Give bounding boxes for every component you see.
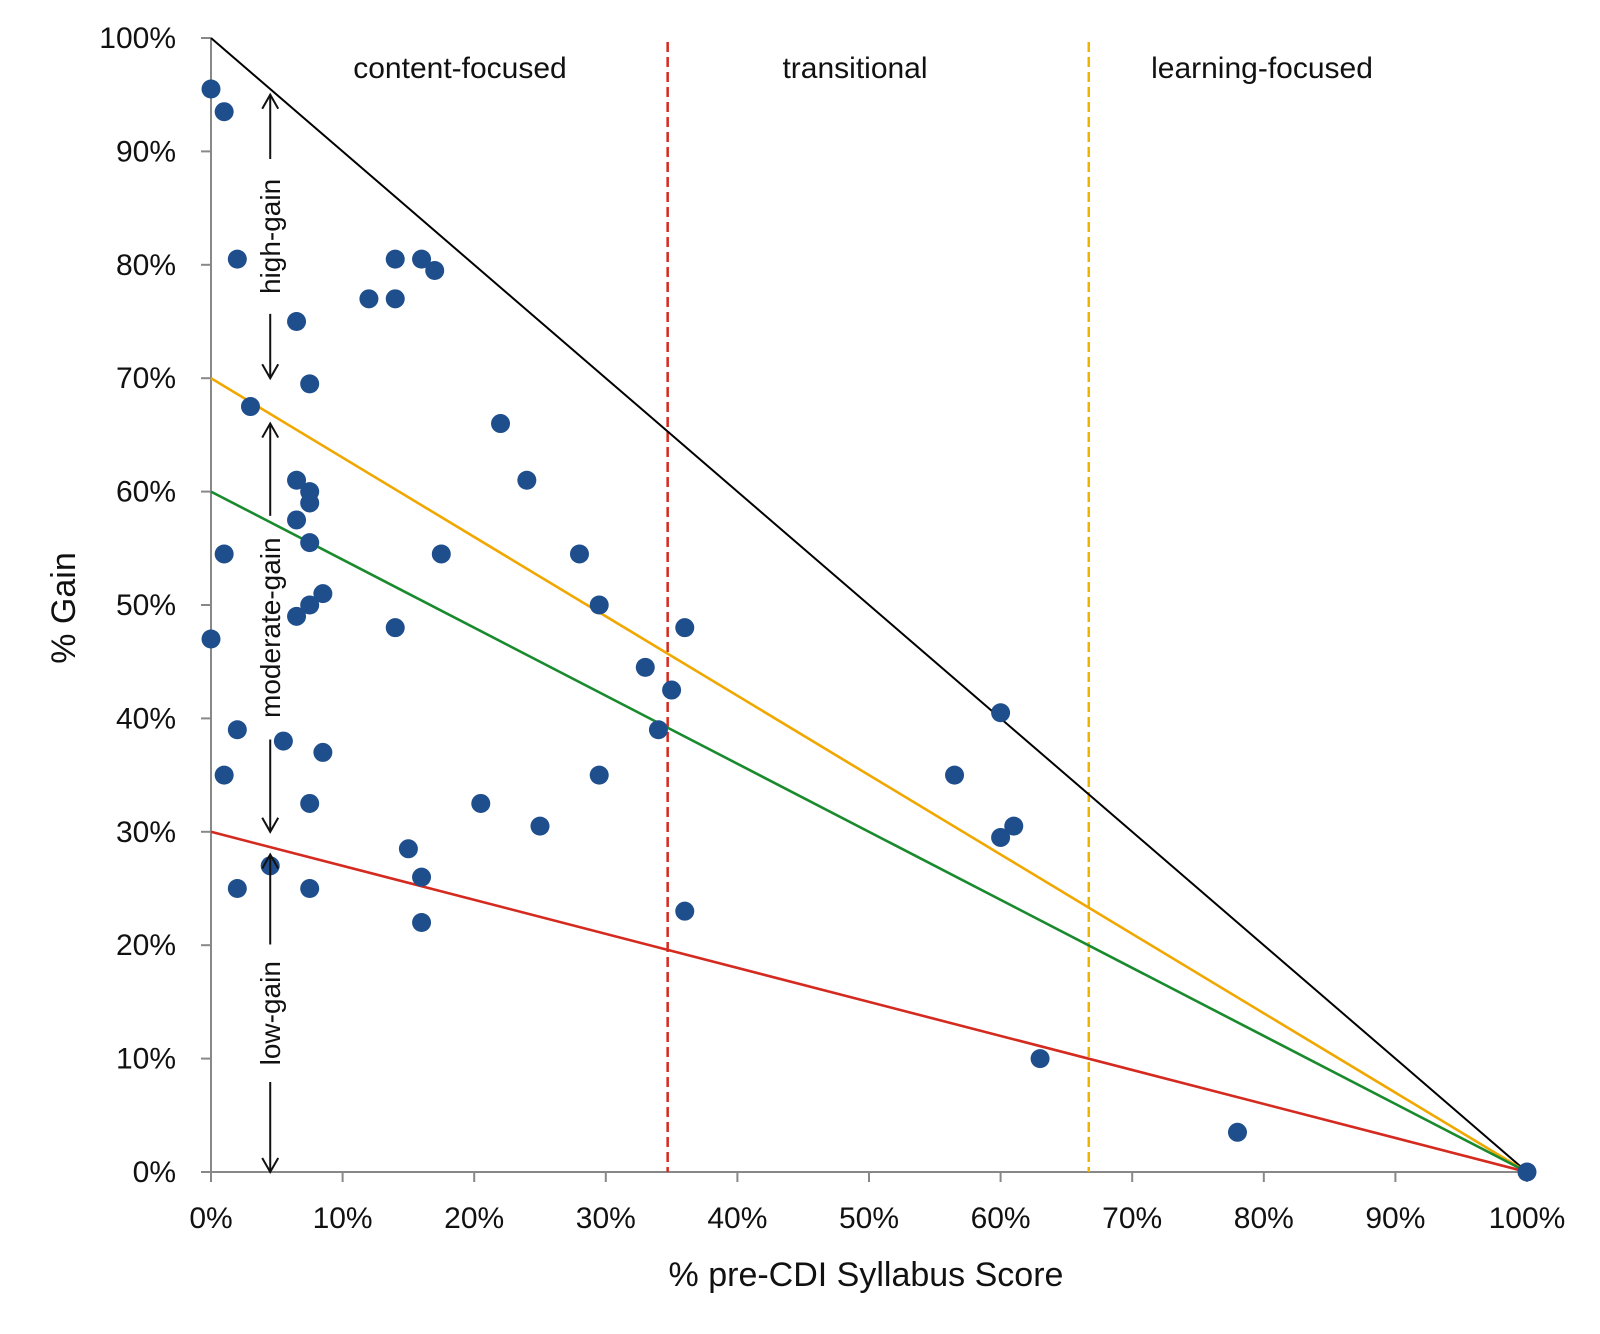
y-tick-label: 10% (116, 1043, 176, 1076)
reference-line-1 (210, 37, 1528, 1173)
y-tick-label: 50% (116, 589, 176, 622)
x-tick-label: 40% (707, 1202, 767, 1235)
region-label-learning: learning-focused (1151, 52, 1373, 85)
data-point (398, 839, 418, 859)
band-label-3: low-gain (255, 961, 286, 1065)
x-tick-label: 100% (1489, 1202, 1566, 1235)
x-tick-label: 80% (1234, 1202, 1294, 1235)
data-point (359, 289, 379, 309)
y-tick-label: 60% (116, 476, 176, 509)
reference-line-4 (210, 830, 1528, 1174)
band-arrow-head-up (261, 92, 280, 110)
reference-lines (210, 37, 1528, 1174)
data-point (648, 720, 668, 740)
x-tick-label: 60% (971, 1202, 1031, 1235)
band-label-2: moderate-gain (255, 537, 286, 718)
data-point (517, 470, 537, 490)
x-tick-label: 20% (444, 1202, 504, 1235)
data-point (227, 720, 247, 740)
data-point (471, 793, 491, 813)
reference-line-2 (210, 377, 1528, 1174)
band-arrow-head-up (261, 421, 280, 439)
y-tick-label: 70% (116, 362, 176, 395)
y-tick-label: 80% (116, 249, 176, 282)
x-tick-label: 70% (1102, 1202, 1162, 1235)
data-point (300, 533, 320, 553)
data-point (1004, 816, 1024, 836)
data-point (412, 913, 432, 933)
y-tick-label: 90% (116, 135, 176, 168)
region-label-content: content-focused (353, 52, 566, 85)
y-axis-title: % Gain (45, 552, 83, 664)
data-point (412, 867, 432, 887)
data-point (313, 742, 333, 762)
data-point (991, 827, 1011, 847)
data-point (589, 765, 609, 785)
data-point (287, 606, 307, 626)
x-tick-label: 30% (576, 1202, 636, 1235)
data-point (300, 374, 320, 394)
data-point (214, 544, 234, 564)
data-point (214, 102, 234, 122)
region-label-transitional: transitional (782, 52, 927, 85)
y-tick-label: 30% (116, 816, 176, 849)
chart-labels: content-focused transitional learning-fo… (45, 52, 1373, 1294)
data-point (635, 657, 655, 677)
band-arrow-head-down (261, 817, 280, 834)
data-point (313, 584, 333, 604)
y-tick-label: 20% (116, 929, 176, 962)
band-arrow-head-down (261, 363, 280, 381)
data-point (201, 79, 221, 99)
data-points (201, 79, 1537, 1182)
data-point (287, 510, 307, 530)
data-point (240, 397, 260, 417)
y-tick-label: 0% (133, 1156, 176, 1189)
data-point (675, 901, 695, 921)
band-arrow-head-up (261, 852, 280, 869)
data-point (569, 544, 589, 564)
data-point (1227, 1122, 1247, 1142)
data-point (385, 618, 405, 638)
data-point (300, 879, 320, 898)
data-point (385, 289, 405, 309)
data-point (287, 312, 307, 331)
data-point (201, 629, 221, 649)
data-point (300, 595, 320, 615)
x-tick-label: 50% (839, 1202, 899, 1235)
x-tick-label: 10% (313, 1202, 373, 1235)
data-point (589, 595, 609, 615)
data-point (675, 618, 695, 638)
gain-bands: high-gain moderate-gain low-gain (255, 92, 286, 1175)
data-point (300, 493, 320, 513)
data-point (425, 260, 445, 280)
data-point (300, 793, 320, 813)
data-point (945, 765, 965, 785)
x-tick-label: 90% (1365, 1202, 1425, 1235)
data-point (530, 816, 550, 836)
data-point (1517, 1162, 1537, 1182)
reference-line-3 (210, 490, 1528, 1174)
data-point (227, 879, 247, 898)
data-point (214, 765, 234, 785)
data-point (662, 680, 682, 700)
data-point (385, 249, 405, 269)
axes: 0% 10% 20% 30% 40% 50% 60% 70% 80% 90% 100% 0% 10% 20… (99, 22, 1565, 1235)
data-point (412, 249, 432, 269)
data-point (287, 470, 307, 490)
data-point (491, 414, 511, 434)
data-point (1030, 1049, 1050, 1069)
x-axis-title: % pre-CDI Syllabus Score (669, 1256, 1064, 1294)
data-point (431, 544, 451, 564)
y-tick-label: 100% (99, 22, 176, 55)
y-tick-label: 40% (116, 702, 176, 735)
x-tick-label: 0% (189, 1202, 232, 1235)
data-point (227, 249, 247, 269)
data-point (273, 731, 293, 751)
data-point (991, 703, 1011, 723)
band-arrow-head-down (261, 1157, 280, 1175)
band-label-1: high-gain (255, 179, 286, 294)
